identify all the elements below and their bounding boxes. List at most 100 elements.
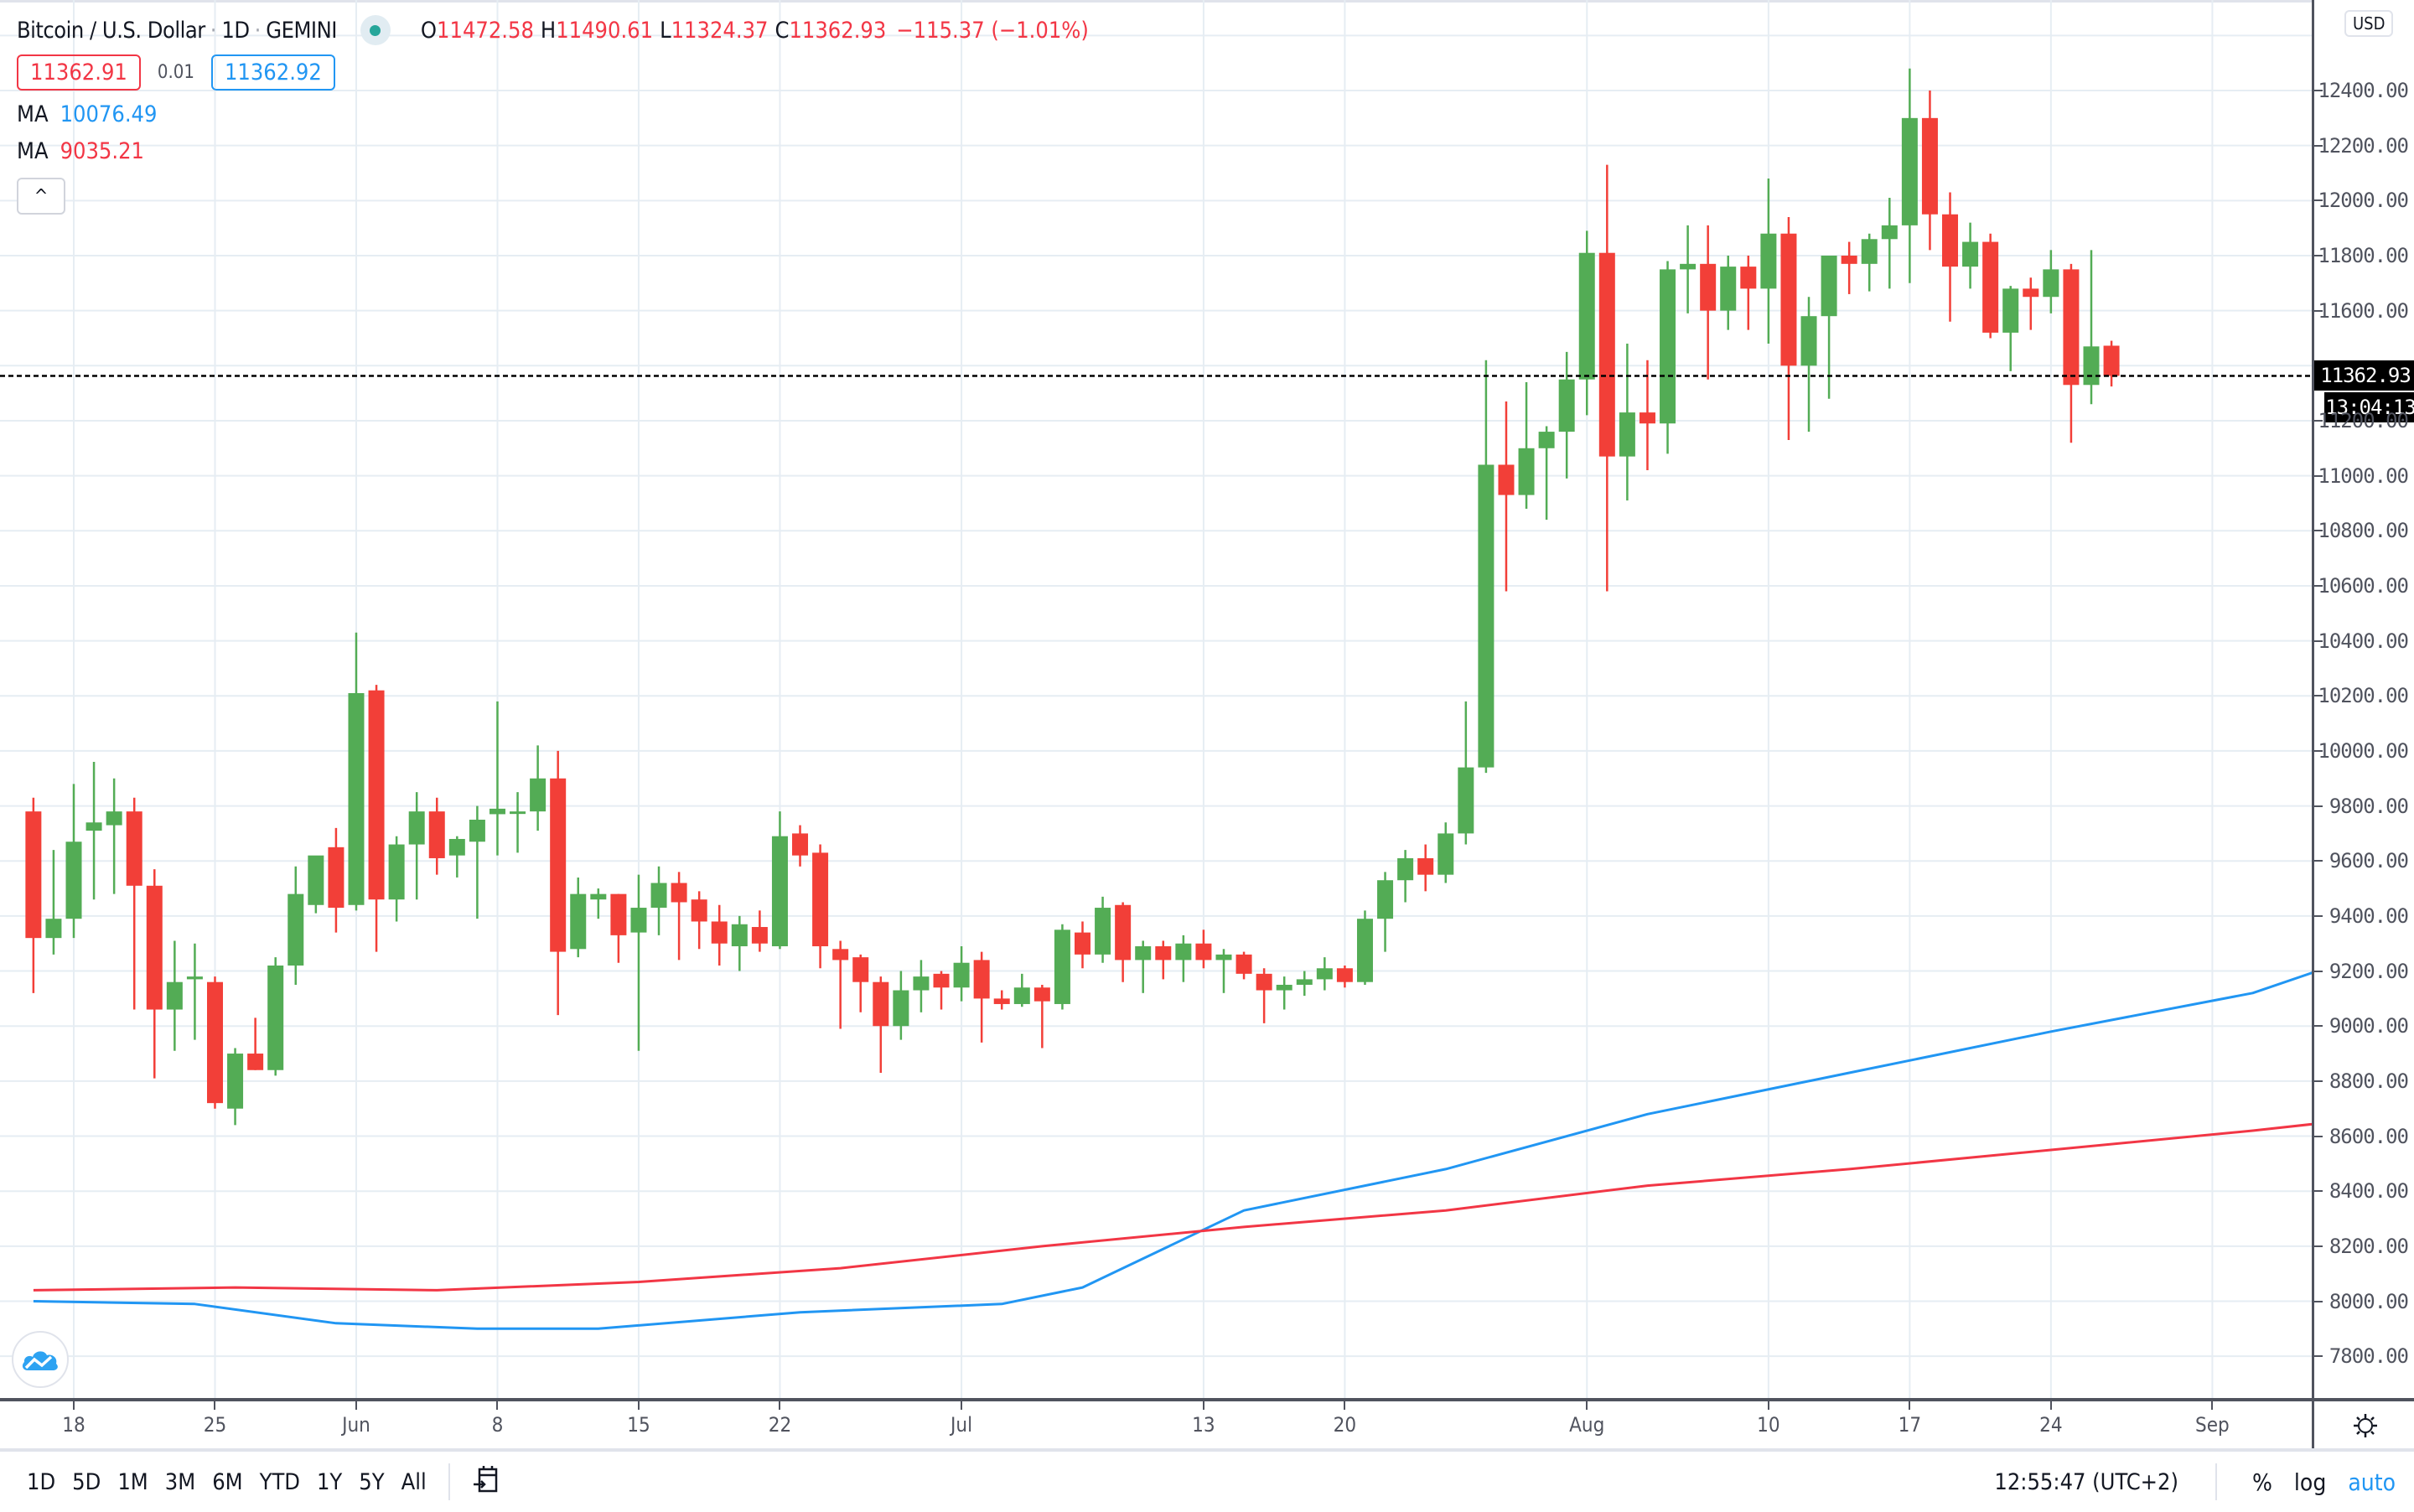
exchange-label: GEMINI [266,17,337,44]
chart-pane[interactable]: Bitcoin / U.S. Dollar · 1D · GEMINI O 114… [0,0,2414,1398]
auto-scale-toggle[interactable]: auto [2348,1468,2396,1496]
high-label: H [540,17,557,44]
symbol-title[interactable]: Bitcoin / U.S. Dollar [17,17,205,44]
candlestick-chart[interactable] [0,0,2414,1398]
price-axis-label: 12200.00 [2318,133,2409,158]
price-axis-tick [2314,1135,2323,1137]
open-label: O [420,17,438,44]
buy-price-button[interactable]: 11362.92 [210,54,335,91]
log-scale-toggle[interactable]: log [2293,1468,2327,1496]
price-axis-tick [2314,309,2323,312]
grid-lines [0,0,2312,1398]
range-1y-button[interactable]: 1Y [316,1468,343,1495]
price-axis-tick [2314,860,2323,862]
price-axis-tick [2314,1025,2323,1028]
indicator-ma-fast[interactable]: MA 10076.49 [17,101,158,127]
time-axis-label: Sep [2195,1413,2230,1437]
close-value: 11362.93 [789,17,887,44]
time-axis-label: Jun [342,1413,370,1437]
time-axis-tick [1909,1401,1911,1410]
candles [25,68,2120,1126]
chart-settings-button[interactable] [2312,1398,2414,1450]
price-axis-label: 8800.00 [2329,1069,2409,1093]
price-axis-label: 8000.00 [2329,1289,2409,1313]
time-axis-tick [496,1401,499,1410]
date-range-buttons: 1D 5D 1M 3M 6M YTD 1Y 5Y All [18,1452,509,1512]
ma-fast-value: 10076.49 [60,101,158,127]
tradingview-logo[interactable] [12,1331,69,1388]
price-axis-label: 11200.00 [2318,408,2409,432]
divider [448,1463,450,1500]
time-axis-label: 25 [203,1413,227,1437]
change-value: −115.37 (−1.01%) [896,17,1089,44]
range-3m-button[interactable]: 3M [164,1468,196,1495]
percent-scale-toggle[interactable]: % [2251,1468,2272,1496]
divider [2215,1463,2217,1500]
high-value: 11490.61 [556,17,654,44]
gear-icon [2354,1414,2377,1437]
price-axis-label: 12000.00 [2318,189,2409,213]
price-axis-tick [2314,419,2323,422]
price-axis-tick [2314,695,2323,697]
price-axis-label: 9000.00 [2329,1014,2409,1038]
bid-ask-row: 11362.91 0.01 11362.92 [17,49,1089,96]
range-5y-button[interactable]: 5Y [359,1468,385,1495]
price-axis-tick [2314,749,2323,752]
sell-price-button[interactable]: 11362.91 [17,54,141,91]
time-axis-label: 8 [491,1413,504,1437]
price-axis-tick [2314,1245,2323,1247]
ma-slow-value: 9035.21 [60,137,144,164]
price-axis-label: 7800.00 [2329,1344,2409,1369]
price-axis-tick [2314,1190,2323,1193]
range-1m-button[interactable]: 1M [117,1468,148,1495]
calendar-goto-icon [473,1465,497,1492]
market-status-icon [360,15,391,45]
price-axis-label: 12400.00 [2318,79,2409,102]
spread-value: 0.01 [157,61,194,83]
goto-date-button[interactable] [464,1464,509,1500]
timezone-clock[interactable]: 12:55:47 (UTC+2) [1994,1468,2178,1495]
price-axis-label: 10400.00 [2318,629,2409,653]
chart-legend: Bitcoin / U.S. Dollar · 1D · GEMINI O 114… [17,12,1089,215]
price-axis-tick [2314,90,2323,91]
price-axis-label: 9600.00 [2329,849,2409,873]
range-all-button[interactable]: All [401,1468,427,1495]
time-axis-label: 17 [1898,1413,1922,1437]
price-axis-tick [2314,474,2323,477]
time-axis-tick [2049,1401,2052,1410]
low-value: 11324.37 [671,17,769,44]
time-axis[interactable]: 18 25 Jun 8 15 22 Jul 13 20 Aug 10 17 24 Sep [0,1398,2312,1450]
price-axis-tick [2314,584,2323,587]
time-axis-label: 22 [768,1413,792,1437]
price-axis[interactable]: USD 11362.93 13:04:13 12400.00 12200.00 12… [2312,0,2414,1398]
bottom-toolbar: 1D 5D 1M 3M 6M YTD 1Y 5Y All 12:55:47 (U… [0,1448,2414,1512]
range-ytd-button[interactable]: YTD [259,1468,300,1495]
time-axis-tick [73,1401,75,1410]
indicator-ma-slow[interactable]: MA 9035.21 [17,137,144,164]
time-axis-label: Aug [1569,1413,1605,1437]
time-axis-label: 15 [627,1413,650,1437]
time-axis-tick [355,1401,357,1410]
currency-button[interactable]: USD [2344,10,2394,37]
price-axis-label: 10800.00 [2318,519,2409,543]
price-axis-label: 8400.00 [2329,1179,2409,1204]
collapse-legend-button[interactable]: ^ [17,178,65,215]
price-axis-tick [2314,1300,2323,1302]
price-axis-tick [2314,530,2323,532]
time-axis-label: Jul [951,1413,973,1437]
range-6m-button[interactable]: 6M [212,1468,243,1495]
price-axis-label: 10000.00 [2318,738,2409,763]
price-axis-tick [2314,1080,2323,1082]
time-axis-label: 18 [62,1413,85,1437]
price-axis-tick [2314,254,2323,256]
symbol-row: Bitcoin / U.S. Dollar · 1D · GEMINI O 114… [17,12,1089,49]
price-axis-tick [2314,199,2323,202]
price-axis-label: 9200.00 [2329,959,2409,983]
time-axis-tick [214,1401,216,1410]
time-axis-tick [2211,1401,2214,1410]
time-axis-tick [1202,1401,1204,1410]
close-label: C [774,17,790,44]
range-1d-button[interactable]: 1D [27,1468,56,1495]
range-5d-button[interactable]: 5D [72,1468,101,1495]
price-axis-label: 11800.00 [2318,243,2409,267]
